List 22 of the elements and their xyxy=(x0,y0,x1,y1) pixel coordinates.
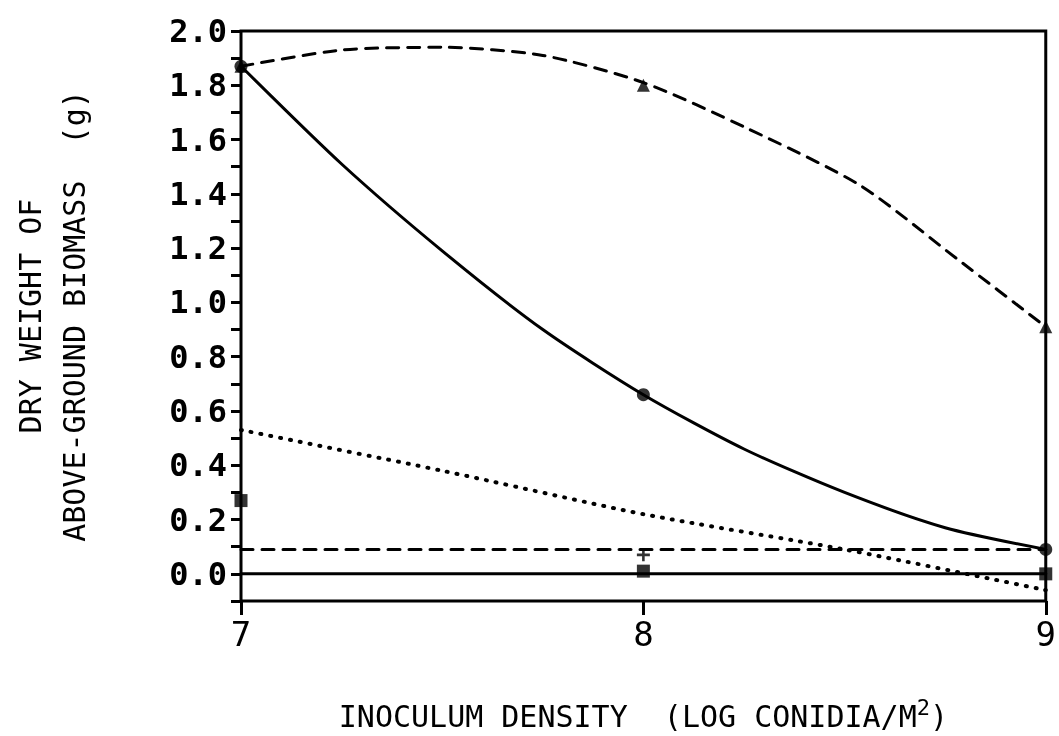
y-tick-label: 1.2 xyxy=(169,229,227,268)
y-tick-label: 1.4 xyxy=(169,174,227,213)
y-tick-label: 1.0 xyxy=(169,283,227,322)
y-tick-label: 1.6 xyxy=(169,120,227,159)
y-tick-label: 0.2 xyxy=(169,500,227,539)
point xyxy=(1039,542,1053,556)
y-tick-label: 0.6 xyxy=(169,392,227,430)
y-tick-label: 0.8 xyxy=(169,337,227,376)
y-tick-label: 2.0 xyxy=(169,12,227,50)
point xyxy=(1039,320,1053,334)
point xyxy=(636,388,650,402)
point xyxy=(636,564,650,578)
y-tick-label: 0.4 xyxy=(169,446,227,485)
y-tick-label: 1.8 xyxy=(169,66,227,105)
point xyxy=(636,78,650,92)
y-tick-label: 0.0 xyxy=(169,554,227,593)
x-tick-label: 9 xyxy=(1035,614,1057,654)
x-tick-label: 7 xyxy=(230,614,252,654)
point xyxy=(234,494,248,508)
point xyxy=(1039,567,1053,581)
y-axis-title: DRY WEIGHT OF ABOVE-GROUND BIOMASS (g) xyxy=(12,90,92,542)
x-tick-label: 8 xyxy=(633,614,654,654)
